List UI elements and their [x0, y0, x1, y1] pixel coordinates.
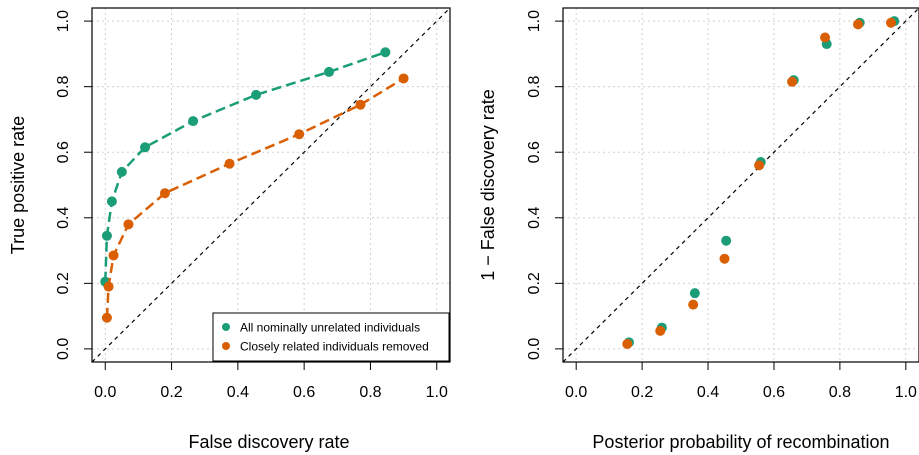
legend-marker	[222, 342, 230, 350]
y-tick-label: 0.4	[55, 207, 72, 229]
x-tick-label: 0.8	[359, 384, 381, 401]
data-point	[688, 299, 699, 310]
data-point	[355, 99, 366, 110]
x-axis-title: False discovery rate	[188, 432, 349, 452]
y-tick-label: 0.4	[526, 207, 543, 229]
data-point	[140, 142, 151, 153]
data-point	[101, 230, 112, 241]
data-point	[101, 312, 112, 323]
x-tick-label: 0.4	[227, 384, 249, 401]
x-tick-label: 0.8	[829, 384, 851, 401]
data-point	[108, 250, 119, 261]
y-tick-label: 0.8	[55, 75, 72, 97]
data-point	[754, 160, 765, 171]
diagonal-reference-line	[562, 7, 919, 363]
x-tick-label: 0.0	[565, 384, 587, 401]
data-point	[294, 129, 305, 140]
data-point	[655, 325, 666, 336]
data-point	[689, 288, 700, 299]
y-tick-label: 0.2	[526, 272, 543, 294]
y-tick-label: 1.0	[55, 10, 72, 32]
data-point	[787, 76, 798, 87]
plot-frame	[91, 7, 451, 363]
data-point	[721, 235, 732, 246]
y-tick-label: 0.8	[526, 75, 543, 97]
legend-label: All nominally unrelated individuals	[240, 321, 420, 335]
x-tick-label: 1.0	[426, 384, 448, 401]
y-axis-title: True positive rate	[8, 116, 28, 254]
y-tick-label: 1.0	[526, 10, 543, 32]
data-point	[622, 338, 633, 349]
x-tick-label: 0.6	[293, 384, 315, 401]
x-tick-label: 0.2	[631, 384, 653, 401]
data-point	[103, 281, 114, 292]
series-line	[105, 77, 405, 318]
calibration-panel: 0.0 0.2 0.4 0.6 0.8 1.0 0.0 0.2 0.4 0.6 0.8 1.0 Post…	[478, 7, 919, 452]
legend-marker	[222, 323, 230, 331]
series-line	[104, 51, 386, 282]
x-tick-label: 0.0	[94, 384, 116, 401]
data-point	[159, 188, 170, 199]
y-tick-label: 0.6	[55, 141, 72, 163]
x-axis-title: Posterior probability of recombination	[592, 432, 889, 452]
diagonal-reference-line	[91, 7, 451, 363]
data-point	[123, 219, 134, 230]
data-point	[380, 47, 391, 58]
data-point	[324, 66, 335, 77]
data-point	[106, 196, 117, 207]
y-tick-label: 0.0	[55, 338, 72, 360]
legend-box	[212, 312, 450, 362]
legend-label: Closely related individuals removed	[240, 340, 429, 354]
data-point	[116, 166, 127, 177]
x-tick-label: 0.4	[697, 384, 719, 401]
data-point	[719, 253, 730, 264]
roc-panel: 0.0 0.2 0.4 0.6 0.8 1.0 0.0 0.2 0.4 0.6 0.8 1.0 Fals…	[8, 7, 451, 452]
data-point	[820, 32, 831, 43]
y-tick-label: 0.2	[55, 272, 72, 294]
x-tick-label: 1.0	[895, 384, 917, 401]
data-point	[224, 158, 235, 169]
data-point	[251, 89, 262, 100]
plot-frame	[562, 7, 919, 363]
data-point	[188, 116, 199, 127]
data-point	[885, 17, 896, 28]
y-tick-label: 0.0	[526, 338, 543, 360]
y-tick-label: 0.6	[526, 141, 543, 163]
data-point	[853, 19, 864, 30]
data-point	[398, 73, 409, 84]
x-tick-label: 0.6	[763, 384, 785, 401]
x-tick-label: 0.2	[160, 384, 182, 401]
y-axis-title: 1 − False discovery rate	[478, 89, 498, 281]
